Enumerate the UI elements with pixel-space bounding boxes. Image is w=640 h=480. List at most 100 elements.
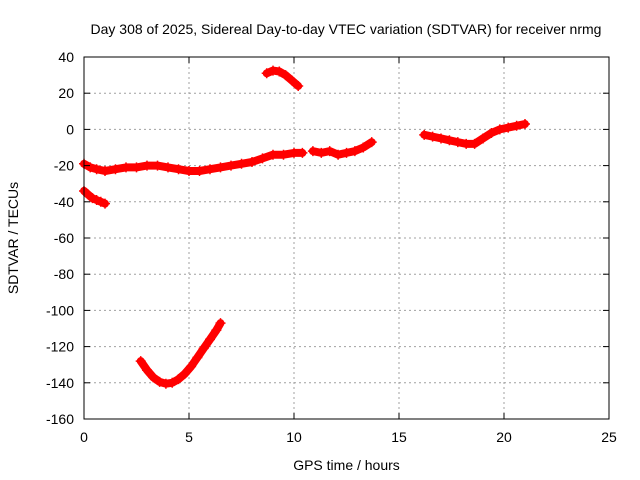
y-tick-label: -140 (46, 375, 74, 391)
data-point (211, 325, 222, 336)
data-point (173, 164, 184, 175)
series-layer (79, 65, 530, 389)
series-arc-1 (79, 185, 110, 209)
data-point (280, 70, 291, 81)
x-tick-label: 10 (286, 429, 302, 445)
x-tick-label: 25 (601, 429, 617, 445)
y-tick-label: -100 (46, 302, 74, 318)
y-tick-label: -160 (46, 411, 74, 427)
data-point (316, 147, 327, 158)
data-point (148, 372, 159, 383)
data-point (461, 138, 472, 149)
data-point (184, 166, 194, 177)
data-point (85, 162, 96, 173)
data-point (131, 162, 142, 173)
y-tick-label: -60 (54, 230, 74, 246)
data-point (215, 162, 226, 173)
chart-title: Day 308 of 2025, Sidereal Day-to-day VTE… (91, 21, 602, 37)
data-point (192, 352, 203, 363)
y-tick-label: -120 (46, 339, 74, 355)
series-arc-2 (135, 318, 226, 389)
data-point (349, 146, 360, 157)
data-point (205, 164, 215, 175)
data-point (100, 166, 110, 177)
x-tick-label: 5 (185, 429, 193, 445)
data-point (278, 149, 289, 160)
data-point (110, 164, 121, 175)
data-point (486, 128, 497, 139)
series-line (136, 319, 225, 388)
series-arc-3 (261, 65, 304, 91)
grid (84, 57, 609, 419)
data-point (333, 149, 344, 160)
data-point (427, 131, 438, 142)
data-point (179, 368, 190, 379)
data-point (215, 318, 226, 329)
data-point (100, 198, 110, 209)
data-point (436, 133, 446, 144)
y-tick-label: -80 (54, 266, 74, 282)
x-tick-label: 20 (496, 429, 512, 445)
series-arc-4 (79, 147, 308, 177)
x-tick-label: 15 (391, 429, 407, 445)
data-point (152, 160, 163, 171)
data-point (198, 343, 209, 354)
data-point (307, 146, 318, 157)
data-point (226, 160, 236, 171)
data-point (268, 65, 278, 76)
data-point (121, 162, 131, 173)
data-point (261, 68, 272, 79)
data-point (257, 153, 268, 164)
data-point (494, 124, 505, 135)
series-line (80, 148, 307, 175)
data-point (268, 149, 278, 160)
data-point (366, 137, 377, 148)
data-point (503, 122, 514, 133)
data-point (452, 137, 463, 148)
x-tick-label: 0 (80, 429, 88, 445)
data-point (341, 147, 352, 158)
tick-labels: -160 -140 -120 -100 -80 -60 -40 -20 0 20 40 0 5 10 15 2… (46, 49, 617, 445)
data-point (236, 158, 247, 169)
data-point (520, 118, 530, 129)
tick-marks (83, 56, 610, 420)
series-arc-6 (419, 118, 530, 149)
data-point (289, 147, 299, 158)
y-axis-title: SDTVAR / TECUs (5, 182, 21, 294)
data-point (324, 146, 335, 157)
y-tick-label: -20 (54, 158, 74, 174)
data-point (186, 361, 197, 372)
data-point (478, 133, 488, 144)
data-point (91, 164, 102, 175)
series-arc-5 (307, 137, 377, 160)
data-point (444, 135, 455, 146)
y-tick-label: 40 (58, 49, 74, 65)
data-point (419, 129, 430, 140)
data-point (194, 166, 205, 177)
data-point (142, 160, 152, 171)
data-point (205, 334, 215, 345)
data-point (511, 120, 522, 131)
data-point (87, 193, 98, 204)
data-point (293, 80, 304, 91)
y-tick-label: -40 (54, 194, 74, 210)
data-point (167, 377, 178, 388)
data-point (469, 138, 480, 149)
data-point (95, 196, 106, 207)
data-point (142, 365, 152, 376)
data-point (247, 156, 257, 167)
data-point (286, 75, 297, 86)
data-point (163, 162, 173, 173)
data-point (160, 378, 171, 389)
x-axis-title: GPS time / hours (293, 457, 400, 473)
data-point (297, 147, 308, 158)
data-point (358, 142, 369, 153)
data-point (274, 66, 285, 77)
y-tick-label: 20 (58, 85, 74, 101)
data-point (91, 194, 102, 205)
y-tick-label: 0 (66, 121, 74, 137)
data-point (135, 356, 146, 367)
data-point (173, 374, 184, 385)
data-point (154, 376, 165, 387)
